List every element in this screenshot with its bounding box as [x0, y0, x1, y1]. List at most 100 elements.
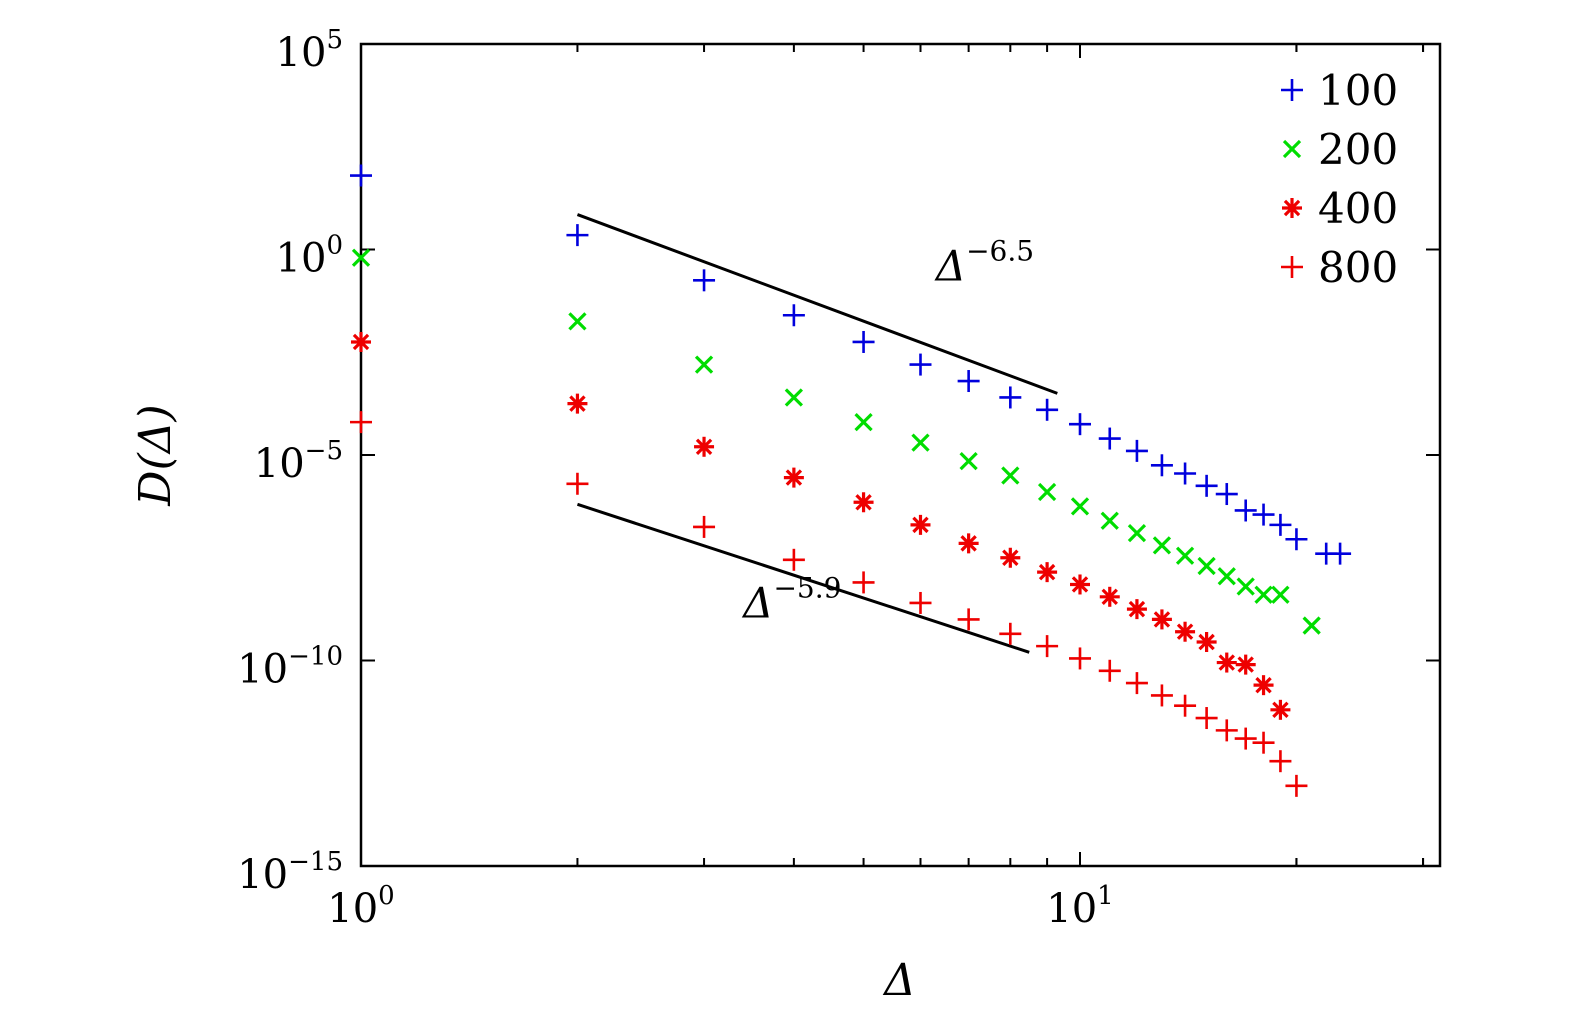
marker-stroke	[1272, 701, 1289, 719]
x-tick-label: 100	[327, 881, 394, 932]
data-point	[1269, 513, 1292, 536]
data-point	[854, 412, 873, 432]
marker-stroke	[785, 469, 803, 486]
marker-stroke	[1038, 563, 1056, 581]
marker-stroke	[854, 412, 873, 432]
data-point	[1175, 546, 1195, 565]
legend-marker	[1281, 79, 1303, 101]
data-point	[1197, 556, 1216, 576]
x-axis-label: Δ	[882, 955, 916, 1006]
data-point	[1217, 567, 1236, 586]
marker-stroke	[1236, 577, 1255, 596]
legend-marker	[1281, 256, 1303, 278]
data-point	[694, 436, 715, 457]
marker-stroke	[569, 395, 586, 412]
marker-stroke	[1283, 199, 1301, 217]
reference-lines: Δ−6.5 Δ−5.9	[576, 213, 1058, 654]
data-point	[1285, 774, 1308, 797]
data-point	[1098, 659, 1121, 682]
y-tick-label: 100	[276, 231, 343, 282]
legend: 100 200 400 800	[1281, 66, 1398, 292]
marker-stroke	[1127, 523, 1147, 543]
data-point	[1253, 675, 1274, 696]
marker-stroke	[912, 516, 929, 534]
y-tick-label: 10−5	[254, 436, 343, 487]
series-layer	[350, 164, 1352, 797]
data-point	[1098, 427, 1121, 450]
data-point	[1195, 474, 1218, 497]
legend-item: 100	[1281, 66, 1398, 115]
data-point	[351, 331, 371, 352]
data-point	[1174, 462, 1197, 485]
data-point	[1270, 699, 1291, 720]
data-point	[1215, 483, 1238, 506]
data-point	[1195, 707, 1218, 730]
data-point	[1302, 616, 1321, 635]
marker-stroke	[1217, 567, 1236, 586]
data-point	[1125, 672, 1148, 695]
data-point	[910, 514, 931, 535]
data-point	[1174, 694, 1197, 717]
marker-stroke	[1271, 585, 1290, 604]
series-100	[350, 164, 1352, 565]
legend-marker	[1282, 198, 1302, 218]
legend-marker	[1282, 139, 1302, 159]
data-point	[1001, 466, 1020, 485]
marker-stroke	[568, 312, 587, 331]
data-point	[1037, 482, 1057, 502]
marker-stroke	[1197, 556, 1216, 576]
data-point	[1252, 731, 1275, 754]
marker-stroke	[911, 433, 930, 452]
y-tick-label: 10−10	[237, 642, 343, 693]
y-tick-label: 10−15	[237, 847, 343, 898]
marker-stroke	[1282, 139, 1302, 159]
data-point	[999, 622, 1022, 645]
marker-stroke	[1153, 611, 1171, 628]
data-point	[853, 492, 874, 513]
data-point	[1150, 684, 1173, 707]
legend-label: 200	[1318, 125, 1398, 174]
data-point	[1175, 621, 1196, 642]
data-point	[1215, 719, 1238, 742]
legend-label: 100	[1318, 66, 1398, 115]
marker-stroke	[1176, 623, 1194, 640]
data-point	[1235, 654, 1256, 675]
x-tick-label: 101	[1046, 881, 1113, 932]
series-800	[350, 411, 1308, 797]
legend-label: 800	[1318, 243, 1398, 292]
data-point	[1196, 632, 1217, 653]
marker-stroke	[960, 535, 977, 552]
data-point	[1036, 635, 1059, 658]
marker-stroke	[694, 355, 714, 374]
data-point	[1000, 547, 1021, 568]
reference-line	[576, 213, 1058, 395]
series-200	[351, 248, 1321, 635]
reference-line-label: Δ−5.9	[741, 571, 841, 627]
marker-stroke	[1100, 511, 1119, 530]
marker-stroke	[1198, 633, 1215, 651]
data-point	[1150, 454, 1173, 477]
legend-item: 800	[1281, 243, 1398, 292]
data-point	[566, 224, 589, 247]
data-point	[1069, 413, 1091, 436]
data-point	[999, 386, 1022, 409]
data-point	[1216, 652, 1237, 673]
data-point	[1151, 609, 1172, 630]
plot-frame	[359, 42, 1442, 868]
data-point	[1234, 499, 1257, 522]
marker-stroke	[351, 248, 371, 267]
data-point	[1125, 439, 1148, 462]
marker-stroke	[1071, 576, 1089, 593]
data-point	[693, 515, 716, 538]
data-point	[350, 164, 372, 187]
data-point	[783, 467, 804, 488]
axis-ticks	[360, 43, 1440, 867]
marker-stroke	[1037, 482, 1057, 502]
data-point	[1100, 511, 1119, 530]
marker-stroke	[1237, 656, 1254, 673]
data-point	[1069, 647, 1091, 670]
reference-line-label: Δ−6.5	[934, 234, 1034, 290]
data-point	[909, 353, 932, 376]
data-point	[1070, 574, 1090, 595]
